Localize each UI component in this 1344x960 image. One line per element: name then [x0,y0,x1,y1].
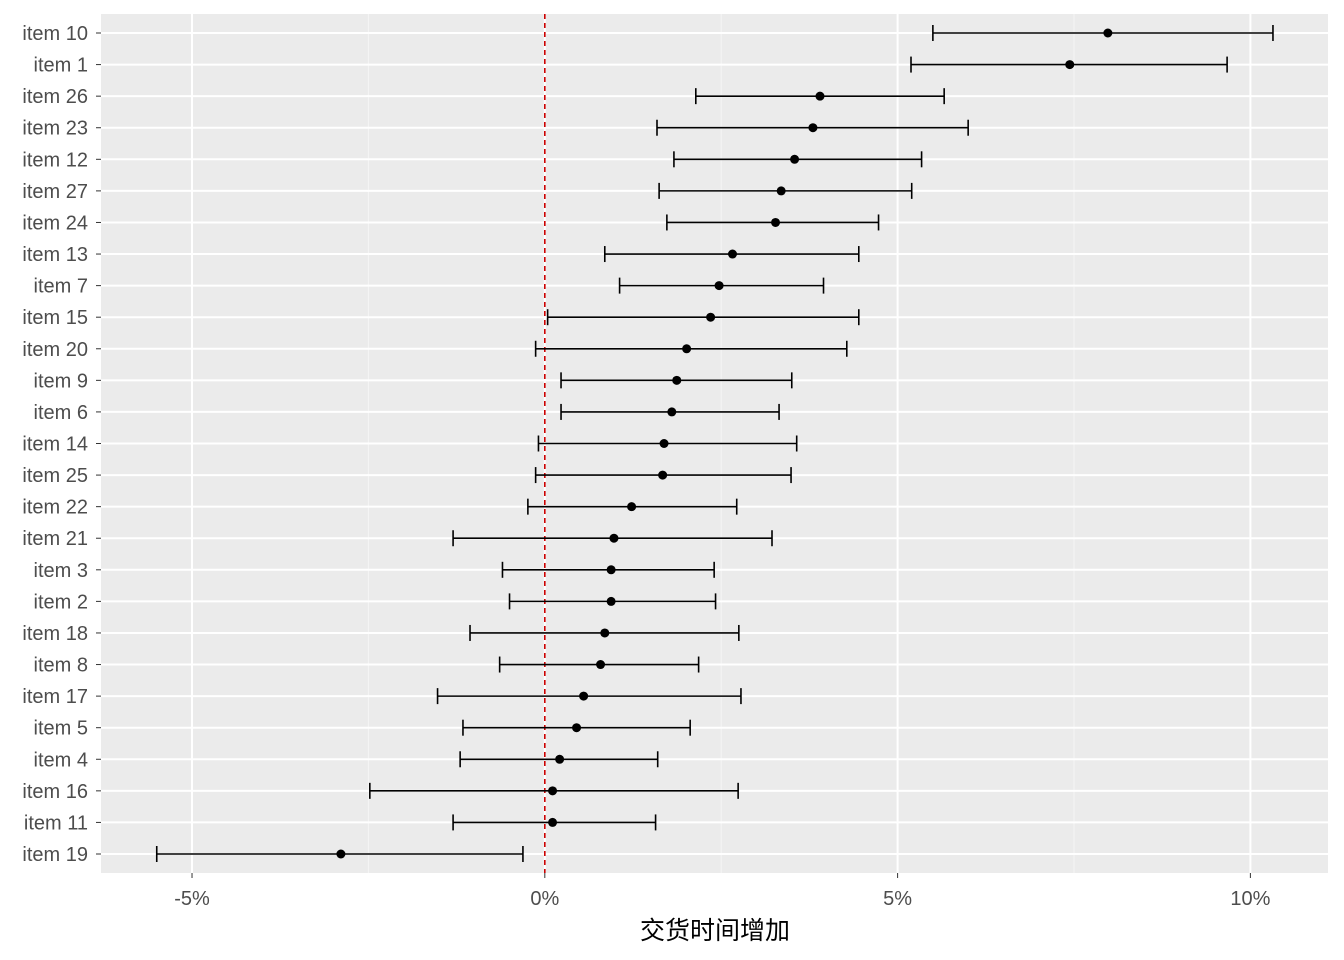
errorbar-item-22 [527,498,738,515]
errorbar-item-26 [695,88,945,105]
errorbar-item-2 [508,593,717,610]
errorbar-item-25 [534,467,792,484]
point-estimate [714,281,724,291]
point-estimate [790,154,800,164]
point-estimate [727,249,737,259]
y-tick-label: item 14 [22,434,88,456]
errorbar-item-6 [560,403,780,420]
y-tick-label: item 24 [22,212,88,234]
y-tick-label: item 16 [22,781,88,803]
y-tick-label: item 18 [22,623,88,645]
errorbar-item-24 [666,214,880,231]
errorbar-item-14 [537,435,798,452]
errorbar-item-27 [658,182,913,199]
point-estimate [1065,60,1075,70]
errorbar-item-5 [462,719,691,736]
point-estimate [667,407,677,417]
errorbar-item-7 [618,277,825,294]
errorbar-item-18 [469,624,740,641]
y-tick-label: item 8 [34,655,88,677]
point-estimate [579,691,589,701]
point-estimate [808,123,818,133]
point-estimate [600,628,610,638]
x-axis-title: 交货时间增加 [640,917,790,945]
x-tick-label: 10% [1230,888,1270,910]
x-tick-label: 0% [530,888,559,910]
errorbar-item-1 [910,56,1228,73]
point-estimate [682,344,692,354]
errorbar-item-19 [155,846,524,862]
point-estimate [572,723,582,733]
point-estimate [776,186,786,196]
y-tick-label: item 22 [22,497,88,519]
point-estimate [1103,28,1113,38]
y-tick-label: item 7 [34,276,88,298]
errorbar-item-17 [436,688,742,705]
y-tick-label: item 13 [22,244,88,266]
point-estimate [609,533,619,543]
errorbar-item-11 [452,814,657,831]
y-tick-label: item 20 [22,339,88,361]
y-tick-label: item 1 [34,55,88,77]
errorbar-item-16 [369,782,739,799]
errorbar-item-12 [673,151,923,168]
errorbar-item-3 [501,561,715,578]
y-tick-label: item 12 [22,149,88,171]
errorbar-item-8 [498,656,700,673]
y-tick-label: item 2 [34,591,88,613]
point-estimate [659,439,669,448]
y-tick-label: item 17 [22,686,88,708]
x-tick-label: -5% [174,888,210,910]
errorbar-item-15 [546,309,860,326]
y-tick-label: item 10 [22,23,88,45]
y-tick-label: item 27 [22,181,88,203]
point-estimate [815,91,825,101]
x-tick-label: 5% [883,888,912,910]
point-estimate [555,754,565,764]
y-tick-label: item 11 [24,812,88,834]
y-tick-label: item 6 [34,402,88,424]
errorbar-item-4 [459,751,659,768]
errorbar-item-23 [656,119,969,136]
y-tick-label: item 26 [22,86,88,108]
point-estimate [672,375,682,385]
y-tick-label: item 23 [22,118,88,140]
y-tick-label: item 25 [22,465,88,487]
y-tick-label: item 4 [34,749,88,771]
errorbar-item-20 [534,340,848,357]
point-estimate [548,817,558,827]
point-estimate [336,849,346,859]
y-tick-label: item 9 [34,370,88,392]
point-estimate [548,786,558,796]
point-estimate [771,217,781,227]
y-tick-label: item 19 [22,844,88,866]
point-estimate [596,660,606,670]
errorbar-item-13 [603,246,860,263]
point-estimate [606,596,616,606]
point-estimate [606,565,616,575]
errorbar-item-21 [452,530,773,547]
y-tick-label: item 5 [34,718,88,740]
y-tick-label: item 21 [22,528,88,550]
point-estimate [706,312,716,322]
errorbar-item-9 [560,372,793,389]
point-estimate [627,502,637,512]
y-tick-label: item 15 [22,307,88,329]
errorbar-item-10 [932,25,1274,41]
point-estimate [658,470,668,480]
y-tick-label: item 3 [34,560,88,582]
